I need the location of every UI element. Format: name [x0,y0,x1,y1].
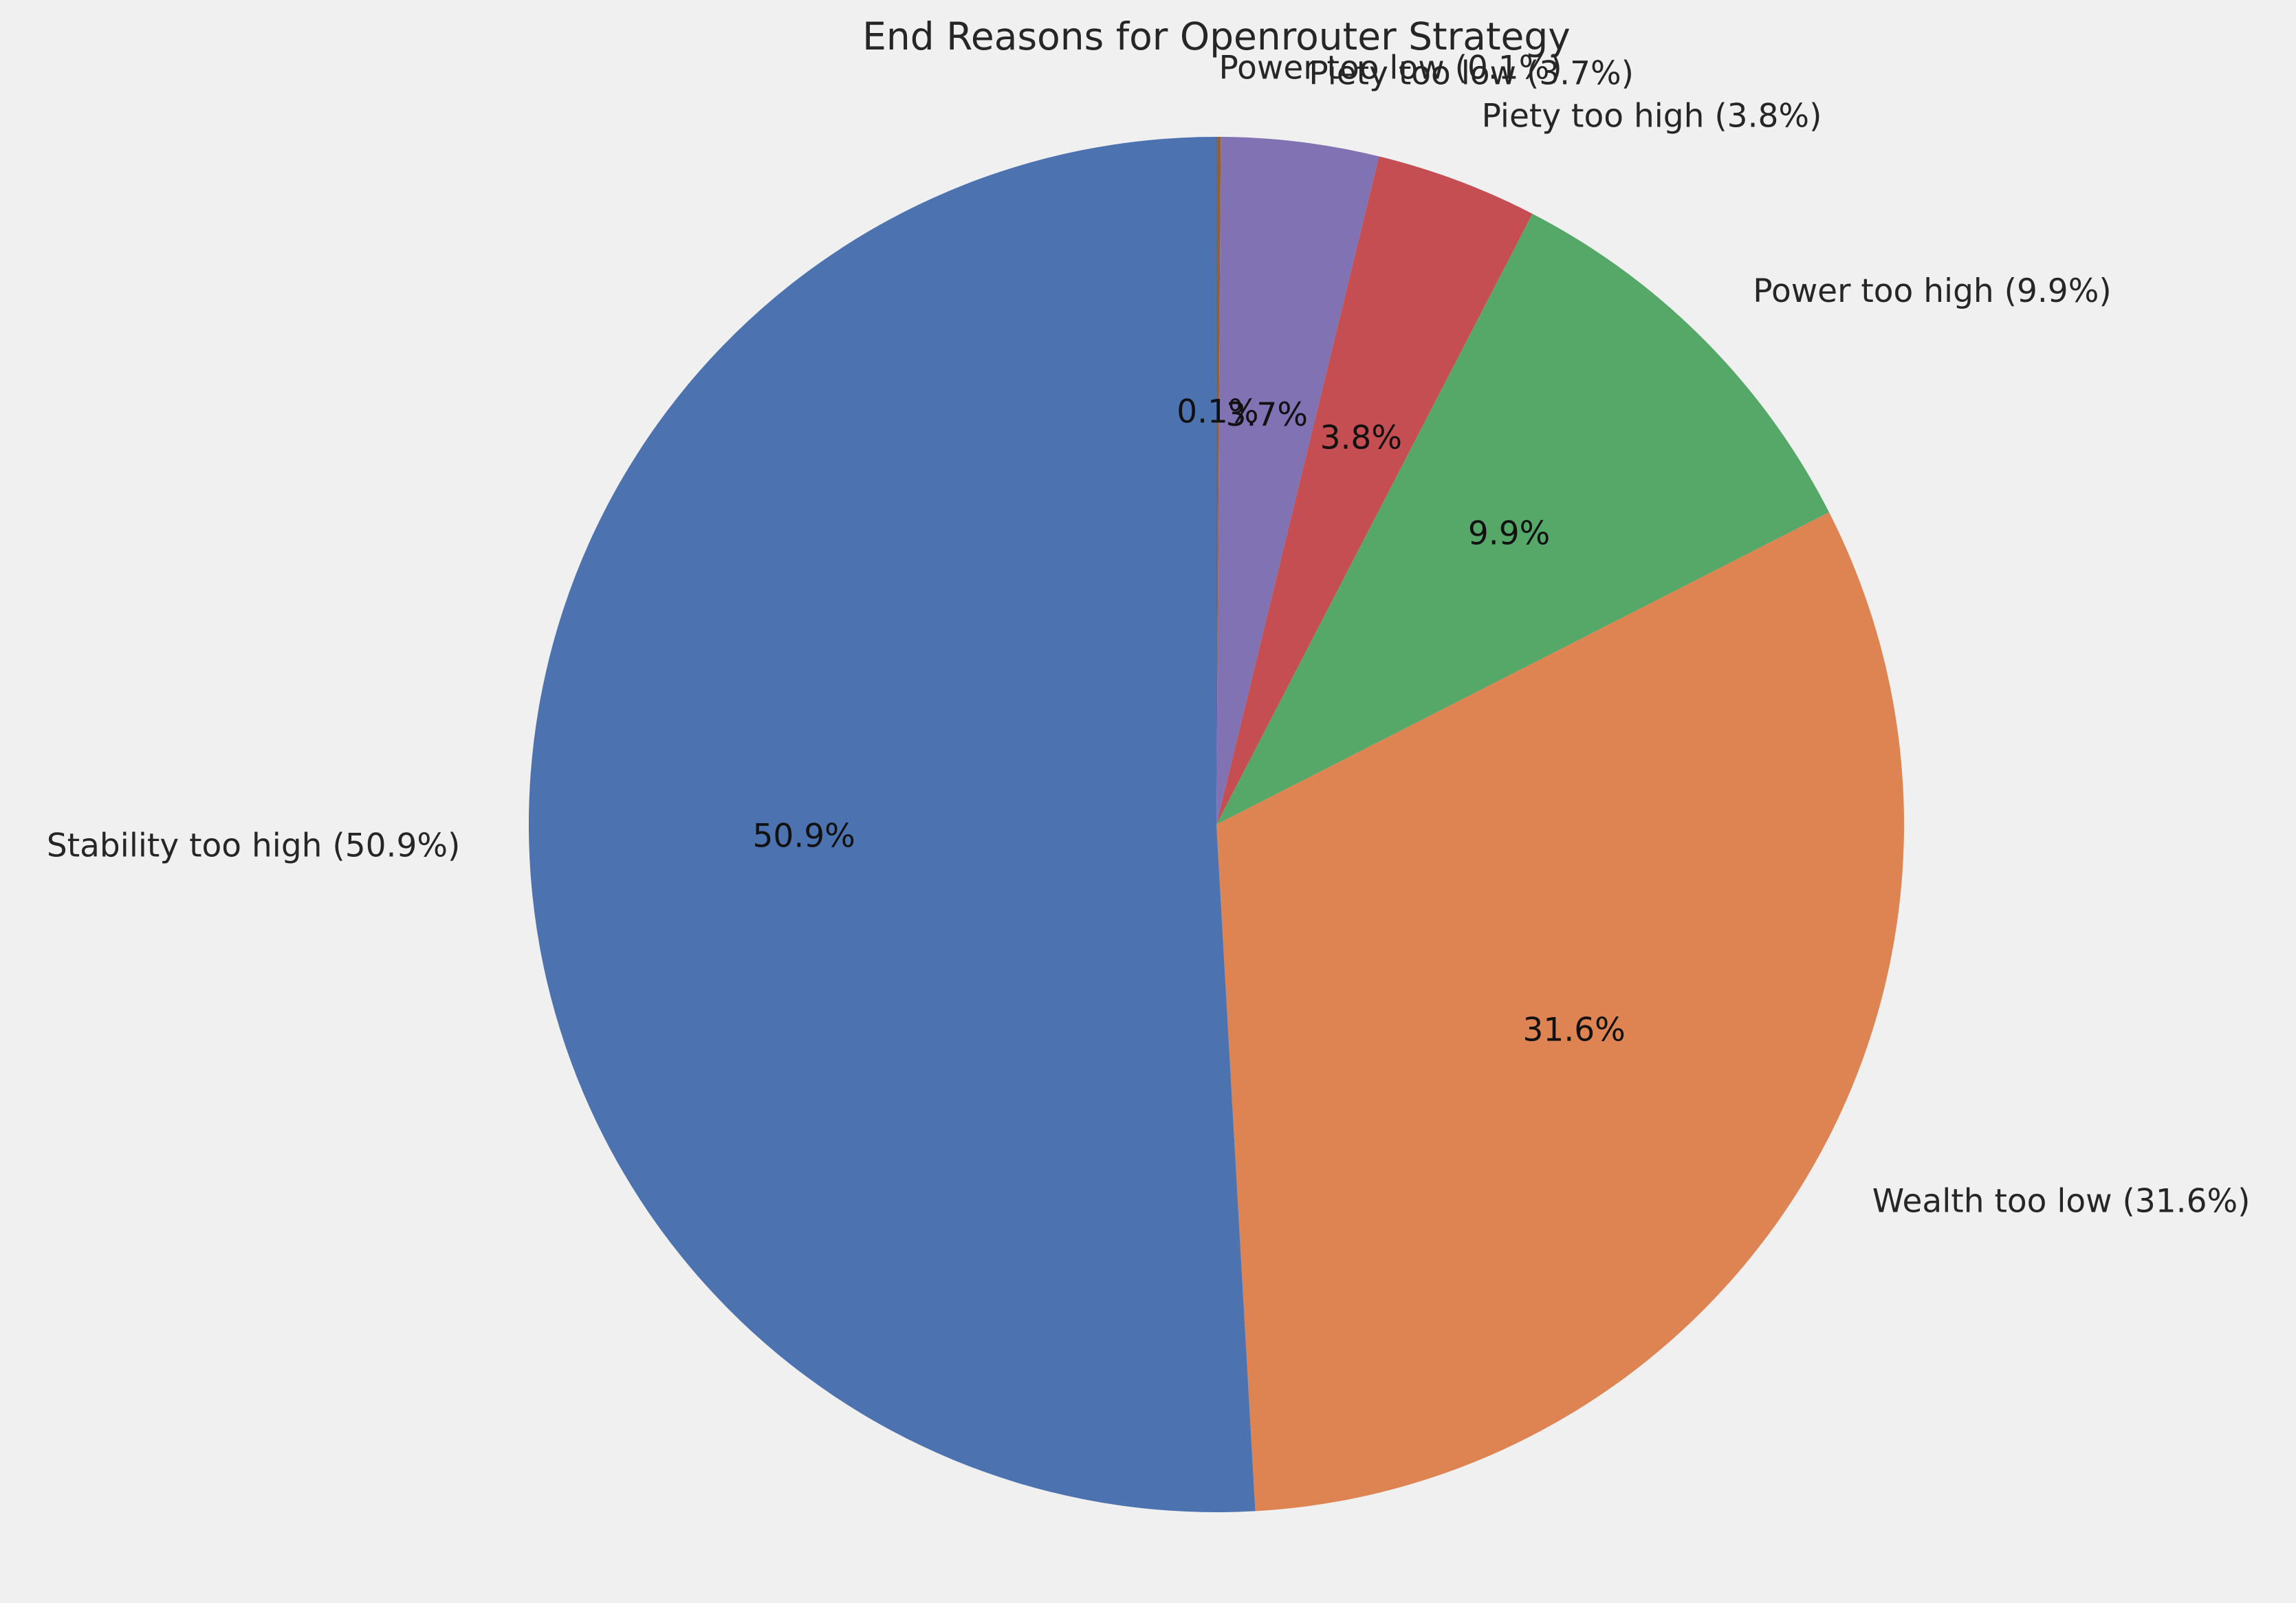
percent-label-power-too-low: 0.1% [1177,393,1258,431]
percent-label-piety-too-low: 3.7% [1226,396,1308,434]
percent-label-piety-too-high: 3.8% [1320,419,1402,457]
slice-label-piety-too-low: Piety too low (3.7%) [1309,55,1634,93]
slice-power-too-high [1216,213,1830,825]
slice-piety-too-low [1216,137,1379,825]
percent-label-power-too-high: 9.9% [1468,515,1550,553]
slice-stability-too-high [528,136,1256,1512]
slice-wealth-too-low [1216,512,1905,1512]
percent-labels: 0.1%3.7% 3.8% 9.9% 31.6% 50.9% [753,393,1626,1049]
slice-labels: Power too low (0.1%)Piety too low (3.7%)… [47,50,2251,1221]
slice-label-piety-too-high: Piety too high (3.8%) [1482,97,1822,135]
percent-label-wealth-too-low: 31.6% [1523,1011,1626,1049]
slice-label-stability-too-high: Stability too high (50.9%) [47,827,461,865]
slice-power-too-low [1216,137,1221,825]
percent-label-stability-too-high: 50.9% [753,818,855,855]
chart-title: End Reasons for Openrouter Strategy [862,14,1571,58]
slice-label-power-too-high: Power too high (9.9%) [1753,272,2111,310]
slice-piety-too-high [1216,156,1533,825]
slice-label-power-too-low: Power too low (0.1%) [1219,50,1562,87]
pie-slices [528,136,1905,1512]
slice-label-wealth-too-low: Wealth too low (31.6%) [1872,1183,2251,1221]
